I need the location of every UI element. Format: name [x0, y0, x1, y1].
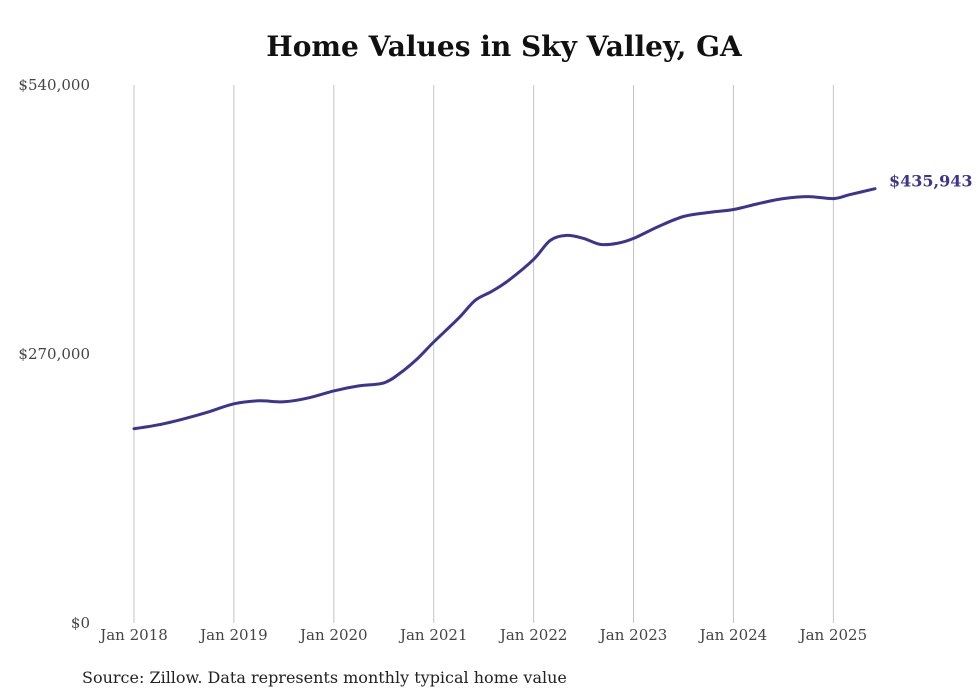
x-tick-label: Jan 2022 — [498, 626, 568, 644]
source-note: Source: Zillow. Data represents monthly … — [82, 668, 567, 687]
y-tick-label: $270,000 — [18, 345, 90, 363]
x-tick-label: Jan 2024 — [698, 626, 768, 644]
x-tick-label: Jan 2019 — [198, 626, 268, 644]
end-value-label: $435,943 — [889, 172, 973, 191]
series-layer: $435,943 — [132, 172, 973, 431]
x-tick-label: Jan 2023 — [598, 626, 668, 644]
gridlines — [133, 85, 834, 623]
y-axis-ticks: $0 $270,000 $540,000 — [18, 76, 90, 632]
x-axis-ticks: Jan 2018 Jan 2019 Jan 2020 Jan 2021 Jan 2022… — [98, 626, 867, 644]
x-tick-label: Jan 2018 — [98, 626, 168, 644]
series-line — [132, 187, 877, 431]
x-tick-label: Jan 2021 — [398, 626, 468, 644]
y-tick-label: $540,000 — [18, 76, 90, 94]
x-tick-label: Jan 2020 — [298, 626, 368, 644]
x-tick-label: Jan 2025 — [798, 626, 868, 644]
chart-title: Home Values in Sky Valley, GA — [266, 30, 742, 63]
y-tick-label: $0 — [71, 614, 90, 632]
